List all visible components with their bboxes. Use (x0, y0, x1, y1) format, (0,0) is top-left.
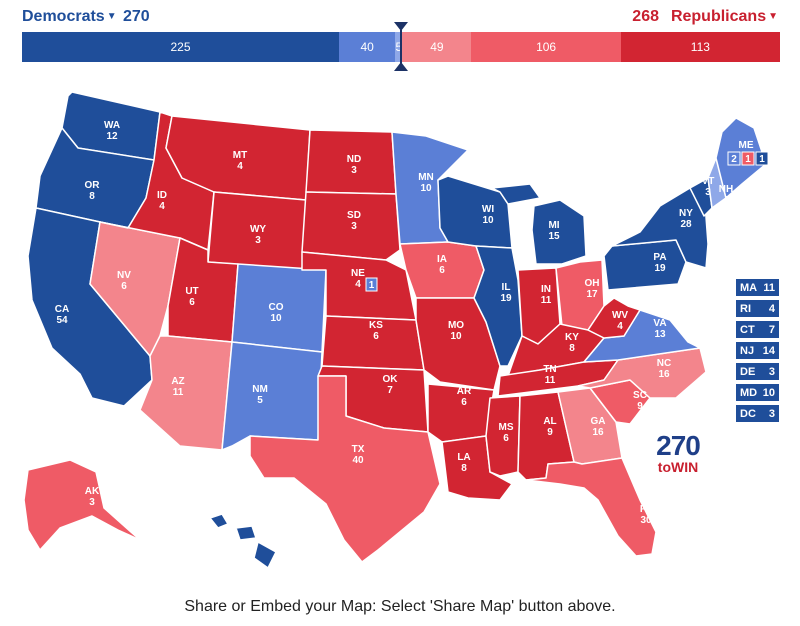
state-box-ev: 4 (768, 302, 775, 315)
bar-segment-lean-rep[interactable]: 49 (402, 32, 472, 62)
midpoint-marker-bottom-icon (394, 62, 408, 71)
state-nc[interactable] (577, 347, 707, 399)
midpoint-line (400, 30, 402, 64)
republicans-label: Republicans (670, 8, 767, 25)
state-box-ev: 3 (768, 407, 775, 420)
header: Democrats ▼ 270 268 Republicans ▼ (0, 0, 800, 32)
state-ny[interactable] (611, 187, 709, 269)
logo-number: 270 (656, 430, 701, 461)
state-label-hi: HI 4 (241, 544, 251, 566)
midpoint-marker-top-icon (394, 22, 408, 31)
share-instructions: Share or Embed your Map: Select 'Share M… (184, 598, 616, 615)
state-il[interactable] (473, 245, 523, 367)
state-pa[interactable] (603, 239, 687, 291)
state-box-abbr: NJ (740, 344, 755, 357)
state-box-abbr: DE (740, 365, 756, 378)
us-electoral-map: WA 12 OR 8 CA 54 NV 6 ID 4 MT 4 WY 3 UT 6 AZ 11 C… (23, 91, 769, 569)
maine-district-1[interactable]: 2 (727, 151, 741, 166)
state-me[interactable] (715, 117, 767, 199)
maine-district-2[interactable]: 1 (741, 151, 755, 166)
state-box-dc[interactable]: DC 3 (735, 404, 780, 423)
state-box-ev: 11 (763, 281, 775, 294)
state-box-md[interactable]: MD 10 (735, 383, 780, 402)
republicans-total: 268 (632, 8, 659, 25)
state-ia[interactable] (399, 241, 485, 299)
democrats-dropdown[interactable]: Democrats ▼ (22, 8, 117, 26)
state-co[interactable] (231, 263, 327, 353)
state-hi[interactable] (209, 513, 277, 569)
state-az[interactable] (139, 335, 233, 451)
state-ar[interactable] (427, 383, 495, 443)
bar-segment-safe-rep[interactable]: 113 (620, 32, 780, 62)
state-box-ma[interactable]: MA 11 (735, 278, 780, 297)
270-to-win-logo: 270 toWIN (648, 430, 708, 475)
state-box-ct[interactable]: CT 7 (735, 320, 780, 339)
state-box-abbr: MD (740, 386, 758, 399)
state-wy[interactable] (207, 191, 307, 271)
nebraska-district-2[interactable]: 1 (365, 277, 378, 292)
bar-segment-likely-dem[interactable]: 40 (339, 32, 396, 62)
state-mi[interactable] (491, 183, 587, 265)
republicans-dropdown[interactable]: Republicans ▼ (671, 8, 778, 26)
state-box-nj[interactable]: NJ 14 (735, 341, 780, 360)
state-box-ev: 3 (768, 365, 775, 378)
caret-down-icon: ▼ (768, 11, 778, 22)
state-fl[interactable] (525, 457, 657, 557)
state-box-de[interactable]: DE 3 (735, 362, 780, 381)
state-box-abbr: RI (740, 302, 751, 315)
state-tx[interactable] (249, 375, 441, 563)
bar-segment-likely-rep[interactable]: 106 (471, 32, 621, 62)
state-ms[interactable] (485, 395, 521, 477)
state-nm[interactable] (221, 341, 323, 451)
electoral-vote-bar: 225 40 5 49 106 113 (22, 32, 780, 62)
state-sd[interactable] (301, 191, 401, 261)
democrats-label: Democrats (22, 8, 105, 25)
state-ak[interactable] (23, 459, 141, 551)
state-nd[interactable] (305, 129, 397, 195)
logo-text: toWIN (657, 459, 699, 475)
state-box-ev: 14 (762, 344, 775, 357)
state-wv[interactable] (587, 297, 641, 339)
state-box-ri[interactable]: RI 4 (735, 299, 780, 318)
state-box-ev: 7 (768, 323, 775, 336)
caret-down-icon: ▼ (106, 11, 117, 22)
democrats-total: 270 (123, 8, 150, 25)
state-box-abbr: CT (740, 323, 755, 336)
bar-segment-lean-dem[interactable]: 5 (395, 32, 403, 62)
maine-district-3[interactable]: 1 (755, 151, 769, 166)
bar-segment-safe-dem[interactable]: 225 (22, 32, 339, 62)
state-box-abbr: MA (740, 281, 758, 294)
state-box-ev: 10 (762, 386, 775, 399)
state-ks[interactable] (321, 315, 425, 371)
state-box-abbr: DC (740, 407, 756, 420)
